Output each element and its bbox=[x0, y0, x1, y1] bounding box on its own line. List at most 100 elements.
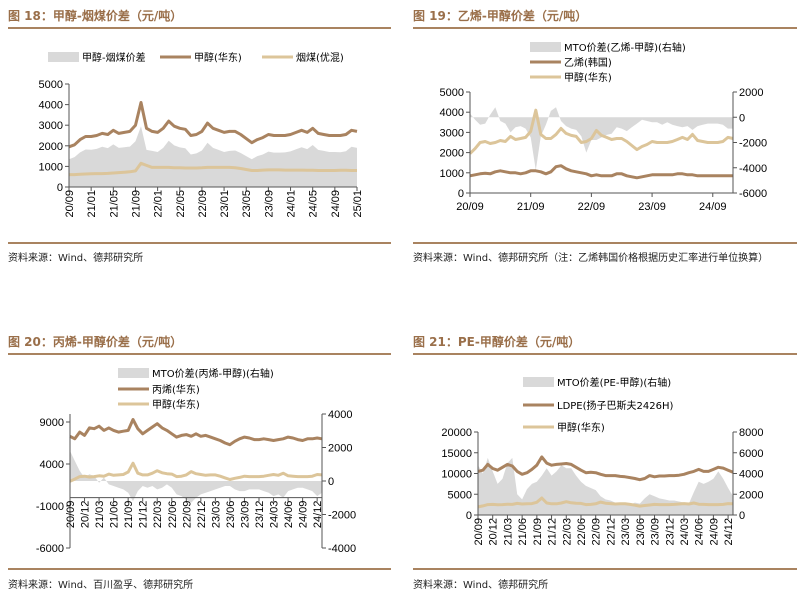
x-axis-tick-label: 20/12 bbox=[80, 501, 92, 529]
chart-21-top-rule bbox=[413, 353, 797, 355]
chart-18-title: 图 18：甲醇-烟煤价差（元/吨） bbox=[8, 9, 183, 23]
x-axis-tick-label: 21/01 bbox=[86, 190, 98, 218]
x-axis-tick-label: 21/09 bbox=[130, 190, 142, 218]
x-axis-tick-label: 23/05 bbox=[241, 190, 253, 218]
x-axis-tick-label: 22/12 bbox=[605, 518, 617, 546]
x-axis-tick-label: 23/09 bbox=[638, 201, 666, 213]
right-axis-tick-label: 0 bbox=[739, 510, 745, 522]
x-axis-tick-label: 20/12 bbox=[488, 518, 500, 546]
line-series-2 bbox=[69, 161, 357, 177]
spread-area-series bbox=[70, 450, 322, 503]
x-axis-tick-label: 21/06 bbox=[109, 501, 121, 529]
x-axis-tick-label: 22/12 bbox=[196, 501, 208, 529]
right-axis-tick-label: 6000 bbox=[739, 448, 763, 460]
x-axis-tick-label: 23/09 bbox=[239, 501, 251, 529]
x-axis-tick-label: 22/09 bbox=[591, 518, 603, 546]
right-axis-tick-label: -4000 bbox=[739, 163, 767, 175]
right-axis-tick-label: 2000 bbox=[739, 489, 763, 501]
legend-label: 甲醇(华东) bbox=[194, 51, 242, 64]
x-axis-tick-label: 23/03 bbox=[620, 518, 632, 546]
x-axis-tick-label: 24/03 bbox=[679, 518, 691, 546]
x-axis-tick-label: 22/09 bbox=[197, 190, 209, 218]
left-axis-tick-label: 1000 bbox=[440, 168, 464, 180]
left-axis-tick-label: 10000 bbox=[441, 469, 472, 481]
chart-21-source: 资料来源：Wind、德邦研究所 bbox=[413, 580, 549, 591]
chart-20-title: 图 20：丙烯-甲醇价差（元/吨） bbox=[8, 335, 183, 349]
x-axis-tick-label: 24/06 bbox=[283, 501, 295, 529]
x-axis-tick-label: 23/09 bbox=[263, 190, 275, 218]
legend-label: MTO价差(乙烯-甲醇)(右轴) bbox=[564, 41, 686, 54]
x-axis-tick-label: 22/06 bbox=[576, 518, 588, 546]
x-axis-tick-label: 24/09 bbox=[708, 518, 720, 546]
line-series-2 bbox=[69, 461, 323, 483]
x-axis-tick-label: 22/05 bbox=[175, 190, 187, 218]
chart-19-top-rule bbox=[413, 27, 797, 29]
x-axis-tick-label: 21/12 bbox=[547, 518, 559, 546]
line-series-1 bbox=[469, 164, 733, 180]
chart-20-top-rule bbox=[8, 353, 391, 355]
chart-21-bottom-rule bbox=[413, 568, 797, 570]
chart-20-bottom-rule bbox=[8, 568, 391, 570]
x-axis-tick-label: 24/12 bbox=[723, 518, 735, 546]
x-axis-tick-label: 23/12 bbox=[664, 518, 676, 546]
x-axis-tick-label: 24/05 bbox=[308, 190, 320, 218]
x-axis-tick-label: 21/09 bbox=[532, 518, 544, 546]
spread-area-series bbox=[69, 126, 357, 187]
x-axis-tick-label: 20/09 bbox=[473, 518, 485, 546]
left-axis-tick-label: 15000 bbox=[441, 448, 472, 460]
line-series-1 bbox=[68, 101, 358, 149]
chart-20: 9000 4000 -1000 -6000 4000 2000 0 -2000 -4000 20/… bbox=[36, 367, 356, 555]
chart-19-bottom-rule bbox=[413, 242, 797, 244]
x-axis-tick-label: 20/09 bbox=[64, 190, 76, 218]
right-axis-tick-label: -2000 bbox=[328, 510, 356, 522]
left-axis-tick-label: 9000 bbox=[40, 417, 64, 429]
left-axis-tick-label: 0 bbox=[466, 510, 472, 522]
x-axis-tick-label: 24/09 bbox=[298, 501, 310, 529]
line-series-2 bbox=[477, 496, 734, 509]
right-axis-tick-label: -4000 bbox=[328, 543, 356, 555]
right-axis-tick-label: 0 bbox=[739, 112, 745, 124]
x-axis-tick-label: 22/01 bbox=[153, 190, 165, 218]
right-axis-tick-label: 0 bbox=[328, 476, 334, 488]
x-axis-tick-label: 23/06 bbox=[635, 518, 647, 546]
legend-label: 甲醇(华东) bbox=[152, 398, 200, 411]
x-axis-tick-label: 24/12 bbox=[312, 501, 324, 529]
chart-21-title: 图 21：PE-甲醇价差（元/吨） bbox=[413, 335, 581, 349]
legend-label: 丙烯(华东) bbox=[152, 383, 200, 396]
x-axis-tick-label: 21/03 bbox=[502, 518, 514, 546]
chart-18-source: 资料来源：Wind、德邦研究所 bbox=[8, 253, 144, 264]
x-axis-tick-label: 23/01 bbox=[219, 190, 231, 218]
x-axis-tick-label: 24/09 bbox=[699, 201, 727, 213]
x-axis-tick-label: 24/06 bbox=[694, 518, 706, 546]
line-series-1 bbox=[477, 455, 734, 482]
line-series-1 bbox=[69, 418, 323, 447]
chart-18-bottom-rule bbox=[8, 242, 391, 244]
left-axis-tick-label: 5000 bbox=[440, 87, 464, 99]
legend-label: 甲醇(华东) bbox=[564, 71, 612, 84]
left-axis-tick-label: 0 bbox=[57, 182, 63, 194]
right-axis-tick-label: 4000 bbox=[328, 409, 352, 421]
legend-label: 乙烯(韩国) bbox=[564, 56, 612, 69]
left-axis-tick-label: 4000 bbox=[440, 107, 464, 119]
left-axis-tick-label: 2000 bbox=[440, 148, 464, 160]
left-axis-tick-label: 4000 bbox=[40, 459, 64, 471]
legend-swatch-spread bbox=[523, 377, 554, 387]
x-axis-tick-label: 22/09 bbox=[181, 501, 193, 529]
x-axis-tick-label: 25/01 bbox=[352, 190, 364, 218]
legend-label: LDPE(扬子巴斯夫2426H) bbox=[557, 399, 673, 412]
legend-label: MTO价差(丙烯-甲醇)(右轴) bbox=[152, 367, 274, 380]
legend-swatch-spread bbox=[530, 42, 561, 52]
x-axis-tick-label: 21/06 bbox=[517, 518, 529, 546]
left-axis-tick-label: -1000 bbox=[36, 501, 64, 513]
spread-area-series bbox=[478, 457, 733, 515]
x-axis-tick-label: 23/09 bbox=[650, 518, 662, 546]
spread-area-series bbox=[470, 107, 733, 171]
x-axis-tick-label: 23/12 bbox=[254, 501, 266, 529]
x-axis-tick-label: 22/09 bbox=[578, 201, 606, 213]
x-axis-tick-label: 21/12 bbox=[138, 501, 150, 529]
left-axis-tick-label: -6000 bbox=[36, 543, 64, 555]
right-axis-tick-label: 8000 bbox=[739, 427, 763, 439]
chart-20-source: 资料来源：Wind、百川盈孚、德邦研究所 bbox=[8, 580, 194, 591]
